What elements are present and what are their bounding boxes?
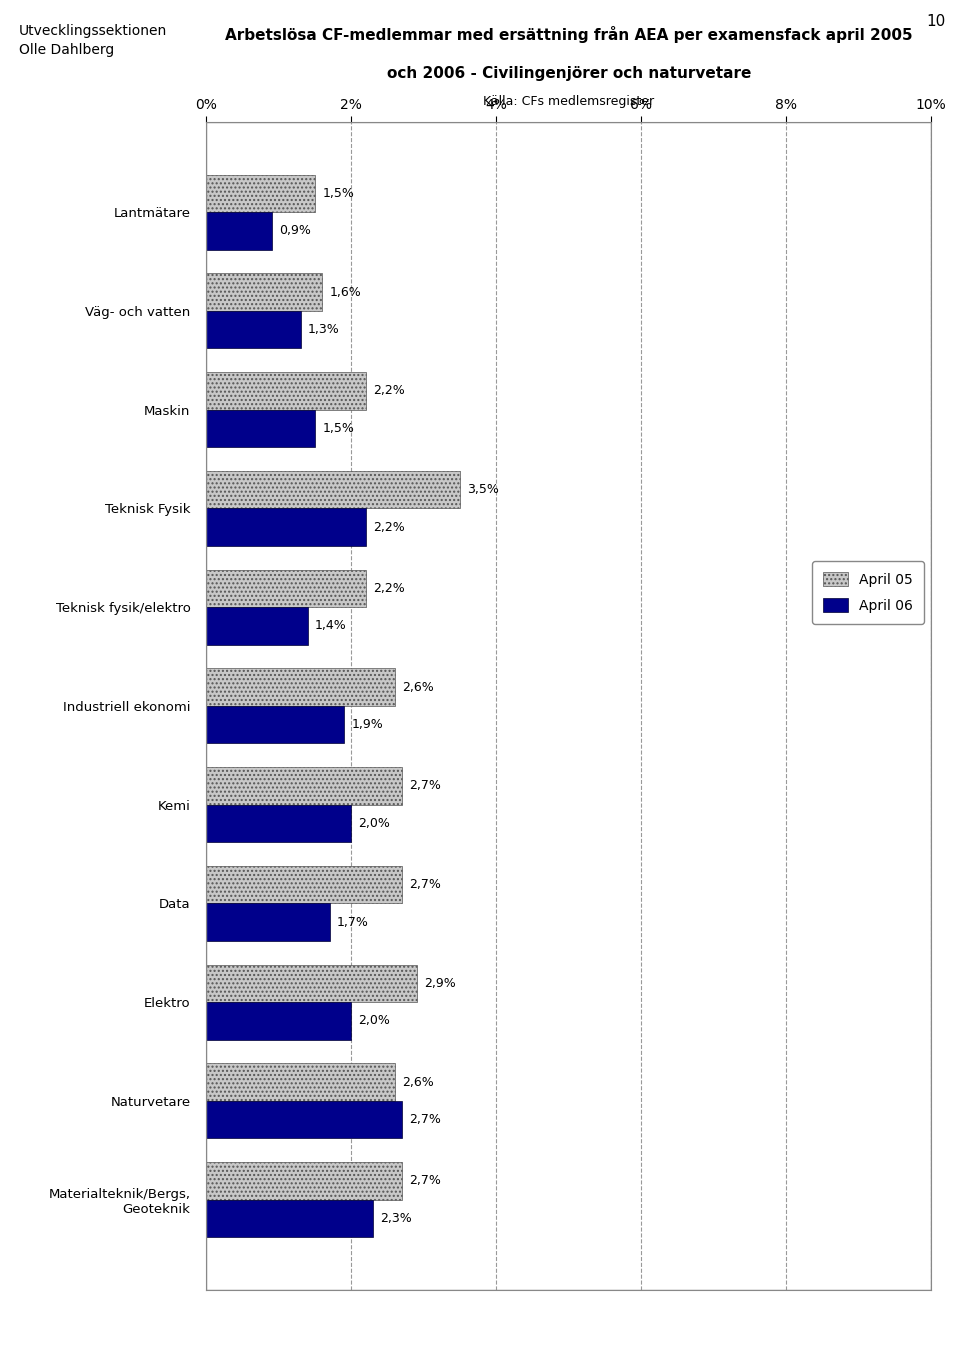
Bar bbox=[206, 570, 366, 607]
Bar bbox=[206, 311, 300, 349]
Bar bbox=[206, 904, 329, 940]
Bar bbox=[206, 669, 395, 707]
Bar bbox=[206, 866, 402, 904]
Bar bbox=[206, 273, 323, 311]
Bar bbox=[206, 212, 272, 250]
Bar bbox=[206, 122, 931, 1290]
Text: 2,7%: 2,7% bbox=[409, 1174, 442, 1188]
Text: 1,7%: 1,7% bbox=[337, 916, 369, 928]
Text: 1,5%: 1,5% bbox=[323, 422, 354, 435]
Bar bbox=[206, 965, 417, 1002]
Text: 1,5%: 1,5% bbox=[323, 186, 354, 200]
Bar bbox=[206, 1162, 402, 1200]
Text: 2,0%: 2,0% bbox=[359, 1015, 391, 1027]
Text: 1,3%: 1,3% bbox=[308, 323, 340, 336]
Bar bbox=[206, 508, 366, 546]
Text: 2,9%: 2,9% bbox=[424, 977, 456, 990]
Text: 3,5%: 3,5% bbox=[468, 484, 499, 496]
Text: 2,3%: 2,3% bbox=[380, 1212, 412, 1225]
Text: 0,9%: 0,9% bbox=[278, 224, 311, 238]
Text: 2,2%: 2,2% bbox=[373, 520, 405, 534]
Text: 2,0%: 2,0% bbox=[359, 817, 391, 830]
Text: 1,4%: 1,4% bbox=[315, 619, 347, 632]
Text: Arbetslösa CF-medlemmar med ersättning från AEA per examensfack april 2005: Arbetslösa CF-medlemmar med ersättning f… bbox=[225, 26, 913, 43]
Bar bbox=[206, 471, 460, 508]
Text: Källa: CFs medlemsregister: Källa: CFs medlemsregister bbox=[483, 95, 655, 108]
Text: 2,2%: 2,2% bbox=[373, 385, 405, 397]
Bar bbox=[206, 1101, 402, 1139]
Text: 2,7%: 2,7% bbox=[409, 780, 442, 793]
Text: Olle Dahlberg: Olle Dahlberg bbox=[19, 43, 114, 57]
Bar bbox=[206, 1002, 351, 1040]
Bar bbox=[206, 805, 351, 842]
Bar bbox=[206, 767, 402, 805]
Text: Utvecklingssektionen: Utvecklingssektionen bbox=[19, 24, 167, 38]
Legend: April 05, April 06: April 05, April 06 bbox=[812, 561, 924, 624]
Text: 2,2%: 2,2% bbox=[373, 582, 405, 594]
Bar bbox=[206, 607, 308, 644]
Bar bbox=[206, 1200, 373, 1238]
Bar bbox=[206, 174, 315, 212]
Bar bbox=[206, 372, 366, 409]
Text: 2,6%: 2,6% bbox=[402, 681, 434, 693]
Text: och 2006 - Civilingenjörer och naturvetare: och 2006 - Civilingenjörer och naturveta… bbox=[387, 66, 751, 81]
Text: 10: 10 bbox=[926, 14, 946, 28]
Bar bbox=[206, 1063, 395, 1101]
Bar bbox=[206, 707, 344, 743]
Text: 1,6%: 1,6% bbox=[329, 285, 361, 299]
Text: 1,9%: 1,9% bbox=[351, 719, 383, 731]
Text: 2,7%: 2,7% bbox=[409, 878, 442, 892]
Text: 2,7%: 2,7% bbox=[409, 1113, 442, 1127]
Text: 2,6%: 2,6% bbox=[402, 1075, 434, 1089]
Bar bbox=[206, 409, 315, 447]
